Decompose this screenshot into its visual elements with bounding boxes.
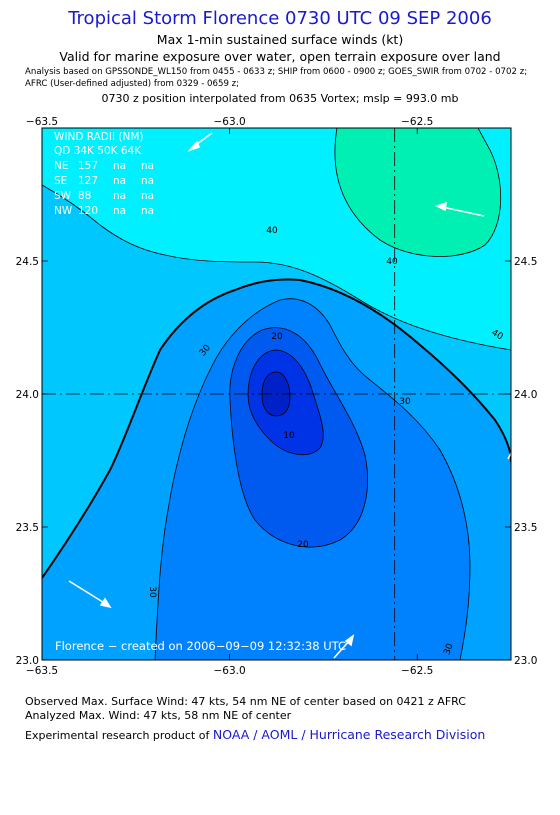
- wind-arrow-head: [434, 201, 447, 212]
- radii-50kt: na: [113, 175, 126, 187]
- contour-label-40: 40: [386, 257, 398, 267]
- contour-lines: [42, 128, 511, 660]
- radii-50kt: na: [113, 190, 126, 202]
- wind-arrow: [441, 206, 485, 217]
- x-tick-label-bottom: −62.5: [401, 665, 433, 677]
- wind-arrow-head: [187, 140, 201, 152]
- contour-20: [229, 327, 368, 548]
- radii-50kt: na: [113, 160, 126, 172]
- product-prefix: Experimental research product of: [25, 729, 213, 742]
- y-tick-label-right: 23.5: [514, 522, 537, 534]
- radii-quadrant: NE: [54, 160, 69, 172]
- wind-radii-table: WIND RADII (NM) QD 34K 50K 64K NE 157 na na…: [54, 131, 154, 217]
- contour-34kt: [42, 278, 511, 579]
- contour-label-20: 20: [297, 540, 309, 550]
- contour-label-20: 20: [271, 332, 283, 342]
- product-credit: Experimental research product of NOAA / …: [25, 727, 485, 742]
- validity-note: Valid for marine exposure over water, op…: [59, 49, 501, 64]
- wind-arrow-head: [99, 597, 112, 609]
- radii-64kt: na: [141, 190, 154, 202]
- y-tick-label-left: 23.0: [16, 655, 39, 667]
- x-tick-label-bottom: −63.0: [214, 665, 246, 677]
- radii-quadrant: SE: [54, 175, 67, 187]
- wind-radii-header: QD 34K 50K 64K: [54, 145, 142, 157]
- chart-subtitle: Max 1-min sustained surface winds (kt): [156, 32, 404, 47]
- radii-34kt: 88: [78, 190, 91, 202]
- noaa-link[interactable]: NOAA / AOML / Hurricane Research Divisio…: [212, 727, 486, 742]
- observed-max-wind: Observed Max. Surface Wind: 47 kts, 54 n…: [25, 695, 466, 708]
- x-tick-label-top: −63.0: [214, 116, 246, 128]
- y-tick-label-right: 24.5: [514, 256, 537, 268]
- wind-arrow: [68, 580, 107, 605]
- y-tick-label-left: 24.5: [16, 256, 39, 268]
- contour-label-10: 10: [283, 431, 295, 441]
- x-tick-label-top: −63.5: [26, 116, 58, 128]
- y-tick-label-left: 23.5: [16, 522, 39, 534]
- radii-34kt: 127: [78, 175, 98, 187]
- contour-5: [261, 371, 291, 417]
- y-tick-label-right: 23.0: [514, 655, 537, 667]
- radii-quadrant: SW: [54, 190, 72, 202]
- contour-30: [154, 298, 471, 660]
- radii-50kt: na: [113, 205, 126, 217]
- chart-title: Tropical Storm Florence 0730 UTC 09 SEP …: [68, 8, 492, 29]
- contour-50: [334, 128, 502, 257]
- radii-quadrant: NW: [54, 205, 73, 217]
- y-tick-label-left: 24.0: [16, 389, 39, 401]
- wind-arrows: [68, 132, 511, 659]
- position-note: 0730 z position interpolated from 0635 V…: [101, 92, 459, 105]
- x-tick-label-top: −62.5: [401, 116, 433, 128]
- analysis-sources-line2: AFRC (User-defined adjusted) from 0329 -…: [25, 79, 240, 89]
- radii-34kt: 157: [78, 160, 98, 172]
- wind-radii-title: WIND RADII (NM): [54, 131, 144, 143]
- x-tick-label-bottom: −63.5: [26, 665, 58, 677]
- contour-label-30: 30: [399, 397, 411, 407]
- band-50-plus: [334, 128, 501, 257]
- analysis-sources-line1: Analysis based on GPSSONDE_WL150 from 04…: [25, 67, 528, 77]
- contour-10: [247, 349, 324, 456]
- radii-64kt: na: [141, 205, 154, 217]
- contour-label-40: 40: [266, 226, 278, 236]
- analyzed-max-wind: Analyzed Max. Wind: 47 kts, 58 nm NE of …: [25, 709, 292, 722]
- axis-ticks: [41, 128, 511, 661]
- radii-64kt: na: [141, 160, 154, 172]
- contour-40: [42, 184, 511, 351]
- credit-line: Florence − created on 2006−09−09 12:32:3…: [55, 639, 346, 653]
- y-tick-label-right: 24.0: [514, 389, 537, 401]
- radii-34kt: 120: [78, 205, 98, 217]
- axis-tick-labels: −63.5−63.5−63.0−63.0−62.5−62.5−62.0−62.0…: [16, 116, 538, 677]
- contour-label-30: 30: [442, 642, 455, 656]
- wind-arrow-head: [344, 634, 355, 647]
- contour-label-30: 30: [147, 586, 157, 598]
- radii-64kt: na: [141, 175, 154, 187]
